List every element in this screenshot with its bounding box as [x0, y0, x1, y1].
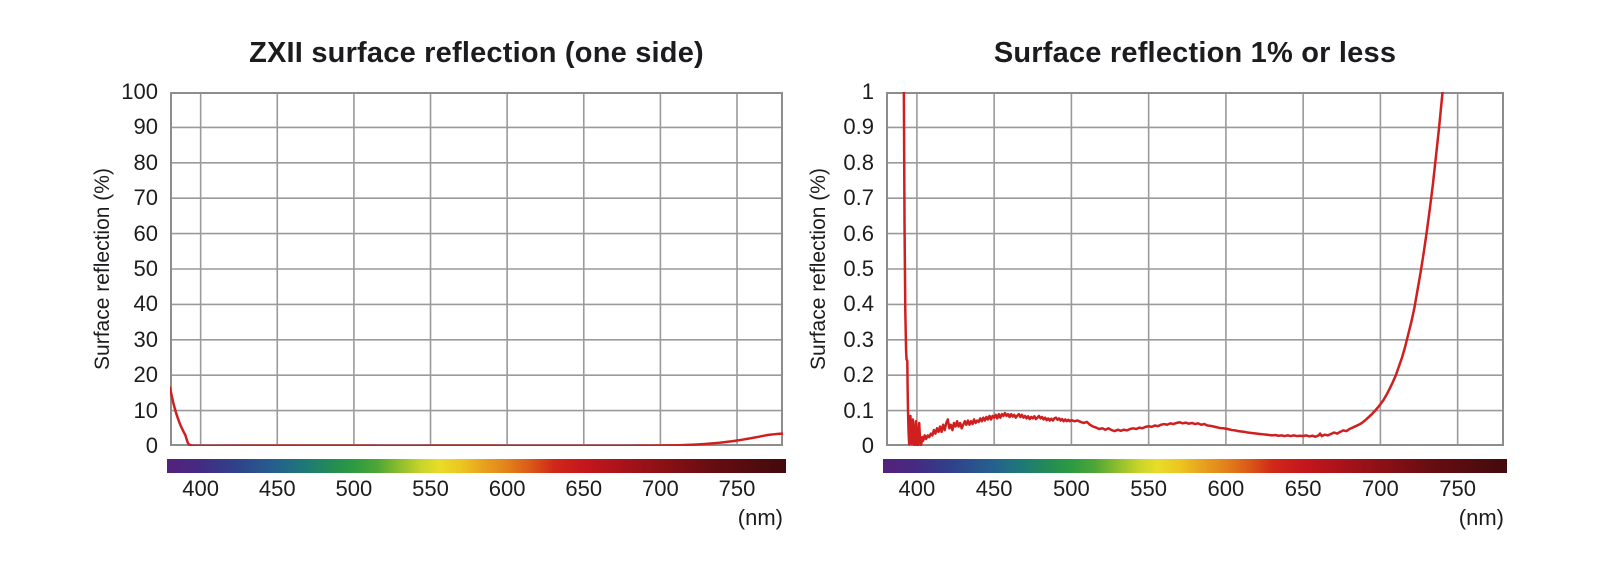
x-tick-label: 400: [898, 476, 936, 501]
plot-frame: [886, 92, 1504, 446]
reflection-curve: [170, 386, 783, 446]
y-tick-label: 50: [133, 256, 158, 281]
x-tick-label: 550: [412, 476, 449, 501]
plot-area: [886, 92, 1504, 446]
y-tick-label: 0.8: [843, 149, 874, 175]
x-tick-label: 700: [1362, 476, 1399, 501]
x-tick-label: 400: [182, 476, 219, 501]
x-tick-label: 450: [258, 476, 296, 501]
x-tick-label: 600: [1207, 476, 1245, 501]
chart-title: ZXII surface reflection (one side): [249, 37, 704, 69]
y-tick-label: 90: [133, 114, 158, 140]
plot-area: [170, 92, 783, 446]
spectrum-colorbar: [883, 459, 1507, 473]
x-tick-label: 600: [488, 476, 526, 501]
x-unit-label: (nm): [1458, 505, 1504, 530]
chart-title: Surface reflection 1% or less: [993, 37, 1397, 69]
y-tick-label: 80: [133, 149, 158, 175]
x-tick-label: 500: [335, 476, 373, 501]
x-unit-label: (nm): [737, 505, 783, 530]
y-tick-label: 0.2: [843, 362, 874, 388]
y-tick-label: 0: [861, 433, 874, 458]
y-tick-label: 0.9: [843, 114, 874, 140]
x-tick-label: 550: [1130, 476, 1167, 501]
y-tick-label: 100: [121, 79, 158, 104]
y-tick-label: 0.6: [843, 220, 874, 246]
x-tick-label: 750: [1439, 476, 1476, 501]
y-tick-label: 20: [133, 362, 158, 388]
y-tick-label: 0.1: [843, 397, 874, 423]
y-tick-label: 60: [133, 220, 158, 246]
y-tick-label: 0.4: [843, 291, 874, 317]
y-tick-label: 0: [145, 433, 158, 458]
y-tick-label: 0.5: [843, 256, 874, 281]
y-tick-label: 0.7: [843, 185, 874, 211]
x-tick-label: 650: [1284, 476, 1322, 501]
y-tick-label: 70: [133, 185, 158, 211]
x-tick-label: 700: [642, 476, 679, 501]
y-tick-label: 40: [133, 291, 158, 317]
x-tick-label: 650: [565, 476, 603, 501]
y-tick-label: 10: [133, 397, 158, 423]
y-tick-label: 0.3: [843, 326, 874, 352]
y-tick-label: 1: [861, 79, 874, 104]
reflection-curve: [902, 92, 1444, 446]
spectrum-colorbar: [167, 459, 786, 473]
x-tick-label: 750: [718, 476, 756, 501]
x-tick-label: 500: [1053, 476, 1090, 501]
x-tick-label: 450: [975, 476, 1013, 501]
y-tick-label: 30: [133, 326, 158, 352]
